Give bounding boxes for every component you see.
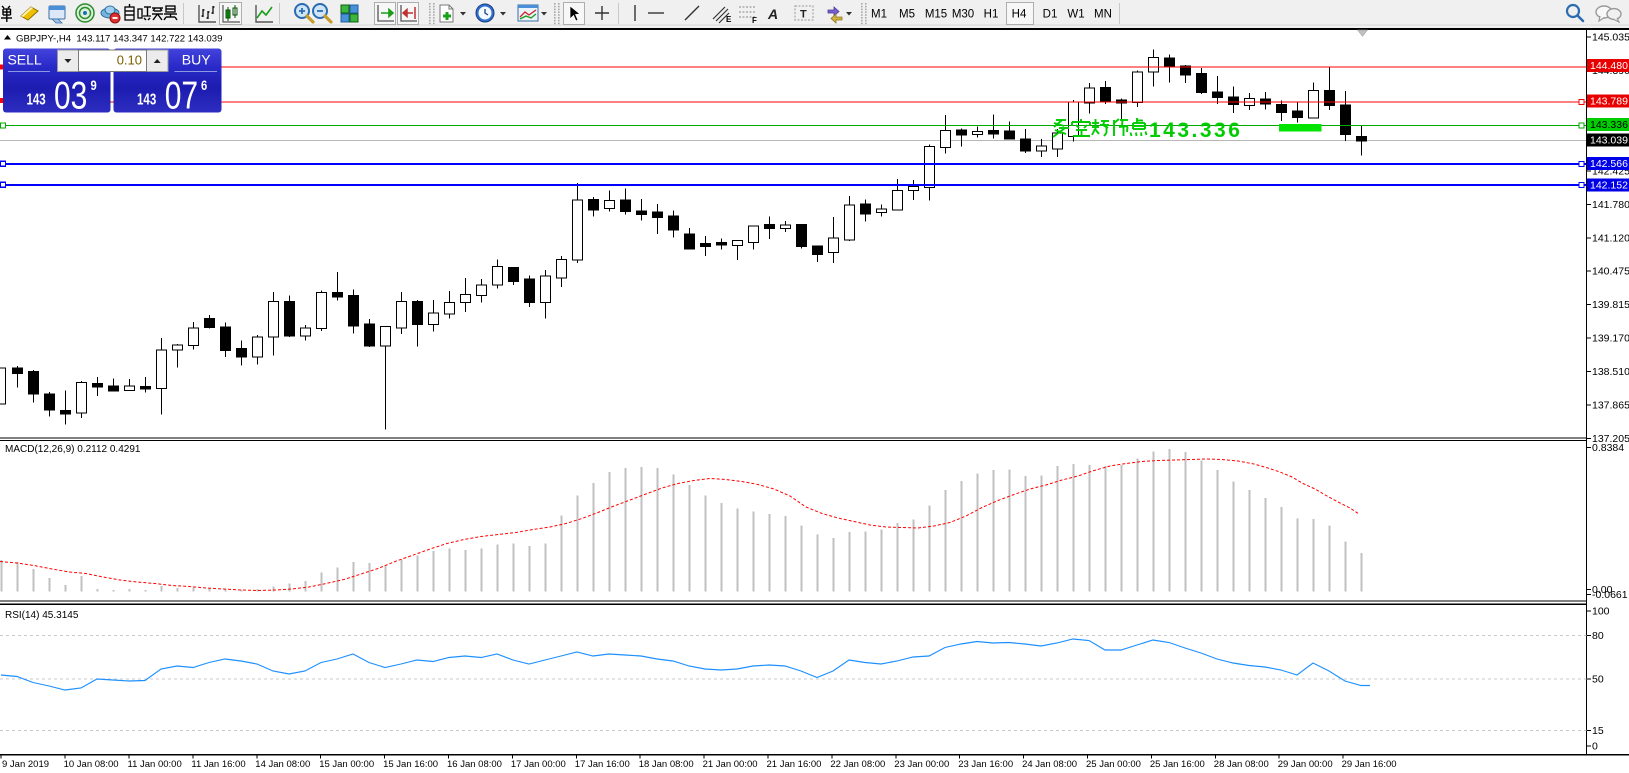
svg-text:0.00: 0.00 (1592, 584, 1613, 596)
svg-text:MACD(12,26,9) 0.2112 0.4291: MACD(12,26,9) 0.2112 0.4291 (5, 444, 141, 455)
svg-text:25 Jan 00:00: 25 Jan 00:00 (1086, 759, 1141, 770)
svg-text:21 Jan 16:00: 21 Jan 16:00 (767, 759, 822, 770)
svg-text:MN: MN (1094, 9, 1112, 21)
svg-text:H1: H1 (984, 9, 999, 21)
svg-text:15 Jan 00:00: 15 Jan 00:00 (319, 759, 374, 770)
svg-text:143.336: 143.336 (1149, 119, 1242, 142)
svg-text:100: 100 (1592, 606, 1610, 618)
svg-text:22 Jan 08:00: 22 Jan 08:00 (830, 759, 885, 770)
svg-text:23 Jan 16:00: 23 Jan 16:00 (958, 759, 1013, 770)
svg-text:M1: M1 (871, 9, 887, 21)
svg-text:-0.0661: -0.0661 (1592, 589, 1628, 601)
svg-text:15: 15 (1592, 725, 1604, 737)
svg-text:GBPJPY-,H4 143.117 143.347 14: GBPJPY-,H4 143.117 143.347 142.722 143.0… (16, 34, 222, 45)
svg-text:E: E (726, 15, 732, 24)
svg-text:0.10: 0.10 (117, 53, 142, 68)
svg-text:A: A (767, 6, 778, 22)
svg-text:145.035: 145.035 (1592, 32, 1629, 44)
svg-text:F: F (752, 16, 757, 25)
svg-text:10 Jan 08:00: 10 Jan 08:00 (64, 759, 119, 770)
svg-text:M30: M30 (952, 9, 974, 21)
svg-text:143.039: 143.039 (1590, 135, 1628, 147)
svg-text:50: 50 (1592, 674, 1604, 686)
svg-text:142.152: 142.152 (1590, 180, 1628, 192)
svg-text:21 Jan 00:00: 21 Jan 00:00 (703, 759, 758, 770)
svg-text:17 Jan 16:00: 17 Jan 16:00 (575, 759, 630, 770)
svg-text:140.475: 140.475 (1592, 266, 1629, 278)
svg-text:139.815: 139.815 (1592, 299, 1629, 311)
svg-text:143.336: 143.336 (1590, 119, 1628, 131)
svg-text:139.170: 139.170 (1592, 333, 1629, 345)
svg-text:BUY: BUY (182, 51, 211, 67)
svg-text:144.480: 144.480 (1590, 60, 1628, 72)
svg-text:9: 9 (91, 78, 97, 93)
svg-text:24 Jan 08:00: 24 Jan 08:00 (1022, 759, 1077, 770)
svg-text:137.205: 137.205 (1592, 433, 1629, 445)
svg-text:15 Jan 16:00: 15 Jan 16:00 (383, 759, 438, 770)
svg-text:M15: M15 (925, 9, 947, 21)
svg-text:80: 80 (1592, 630, 1604, 642)
svg-text:9 Jan 2019: 9 Jan 2019 (2, 759, 49, 770)
svg-text:03: 03 (54, 74, 87, 118)
svg-text:0.8384: 0.8384 (1592, 442, 1624, 454)
svg-text:0: 0 (1592, 741, 1598, 753)
svg-text:29 Jan 00:00: 29 Jan 00:00 (1278, 759, 1333, 770)
svg-text:M5: M5 (899, 9, 915, 21)
svg-text:141.120: 141.120 (1592, 232, 1629, 244)
svg-text:25 Jan 16:00: 25 Jan 16:00 (1150, 759, 1205, 770)
svg-text:6: 6 (201, 78, 207, 93)
svg-text:18 Jan 08:00: 18 Jan 08:00 (639, 759, 694, 770)
svg-text:143.789: 143.789 (1590, 96, 1628, 108)
svg-text:W1: W1 (1067, 9, 1084, 21)
svg-text:07: 07 (165, 74, 198, 118)
svg-text:H4: H4 (1012, 9, 1027, 21)
svg-text:T: T (800, 9, 807, 21)
svg-text:143: 143 (137, 90, 156, 108)
svg-text:11 Jan 00:00: 11 Jan 00:00 (128, 759, 182, 770)
svg-text:16 Jan 08:00: 16 Jan 08:00 (447, 759, 502, 770)
svg-text:11 Jan 16:00: 11 Jan 16:00 (191, 759, 245, 770)
svg-text:RSI(14) 45.3145: RSI(14) 45.3145 (5, 610, 79, 621)
svg-text:29 Jan 16:00: 29 Jan 16:00 (1342, 759, 1397, 770)
svg-text:138.510: 138.510 (1592, 366, 1629, 378)
svg-text:SELL: SELL (7, 51, 41, 67)
svg-text:23 Jan 00:00: 23 Jan 00:00 (894, 759, 949, 770)
svg-text:141.780: 141.780 (1592, 199, 1629, 211)
svg-text:137.865: 137.865 (1592, 400, 1629, 412)
svg-text:28 Jan 08:00: 28 Jan 08:00 (1214, 759, 1269, 770)
svg-text:142.566: 142.566 (1590, 158, 1628, 170)
svg-text:14 Jan 08:00: 14 Jan 08:00 (255, 759, 310, 770)
svg-text:17 Jan 00:00: 17 Jan 00:00 (511, 759, 566, 770)
svg-text:143: 143 (26, 90, 45, 108)
svg-text:D1: D1 (1043, 9, 1058, 21)
